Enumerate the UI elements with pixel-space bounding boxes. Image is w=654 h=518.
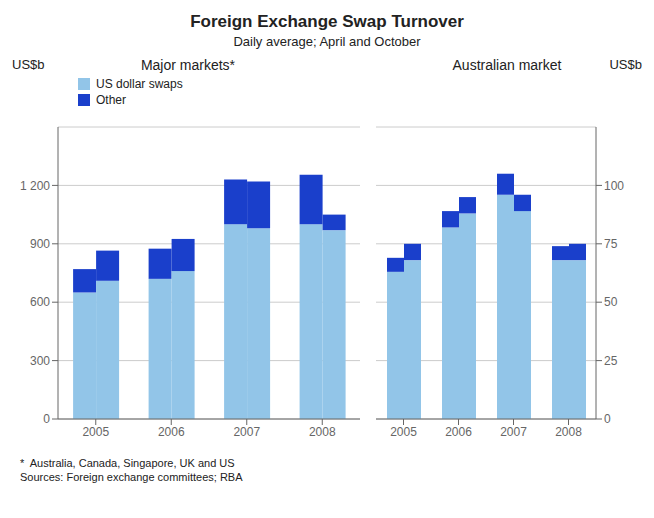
html-text:Sources: Foreign exchange comm: Sources: Foreign exchange committees; RB… [20,471,243,483]
svg-text:2006: 2006 [445,425,472,439]
svg-text:0: 0 [43,412,50,426]
svg-text:2008: 2008 [555,425,582,439]
svg-text:1 200: 1 200 [20,179,50,193]
svg-text:50: 50 [604,295,618,309]
svg-text:2007: 2007 [233,425,260,439]
svg-text:100: 100 [604,179,624,193]
html-text:Foreign Exchange Swap Turnover: Foreign Exchange Swap Turnover [190,12,464,31]
html-text:US$b: US$b [12,57,45,72]
svg-text:75: 75 [604,237,618,251]
html-text:Major markets*: Major markets* [140,57,236,73]
svg-text:2008: 2008 [309,425,336,439]
html-text:Australian market: Australian market [452,57,562,73]
svg-text:25: 25 [604,354,618,368]
svg-text:2006: 2006 [158,425,185,439]
html-text:Other: Other [96,93,126,107]
html-text:US$b: US$b [609,57,642,72]
svg-text:600: 600 [30,295,50,309]
svg-text:2005: 2005 [82,425,109,439]
svg-text:300: 300 [30,354,50,368]
svg-text:0: 0 [604,412,611,426]
svg-text:2005: 2005 [390,425,417,439]
svg-text:2007: 2007 [500,425,527,439]
html-text:US dollar swaps: US dollar swaps [96,77,183,91]
html-text:* Australia, Canada, Singapore: * Australia, Canada, Singapore, UK and U… [20,457,235,469]
svg-text:900: 900 [30,237,50,251]
html-text:Daily average; April and Octob: Daily average; April and October [233,34,421,49]
